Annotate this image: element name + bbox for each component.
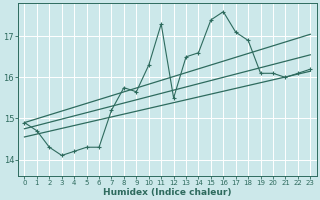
X-axis label: Humidex (Indice chaleur): Humidex (Indice chaleur) bbox=[103, 188, 232, 197]
